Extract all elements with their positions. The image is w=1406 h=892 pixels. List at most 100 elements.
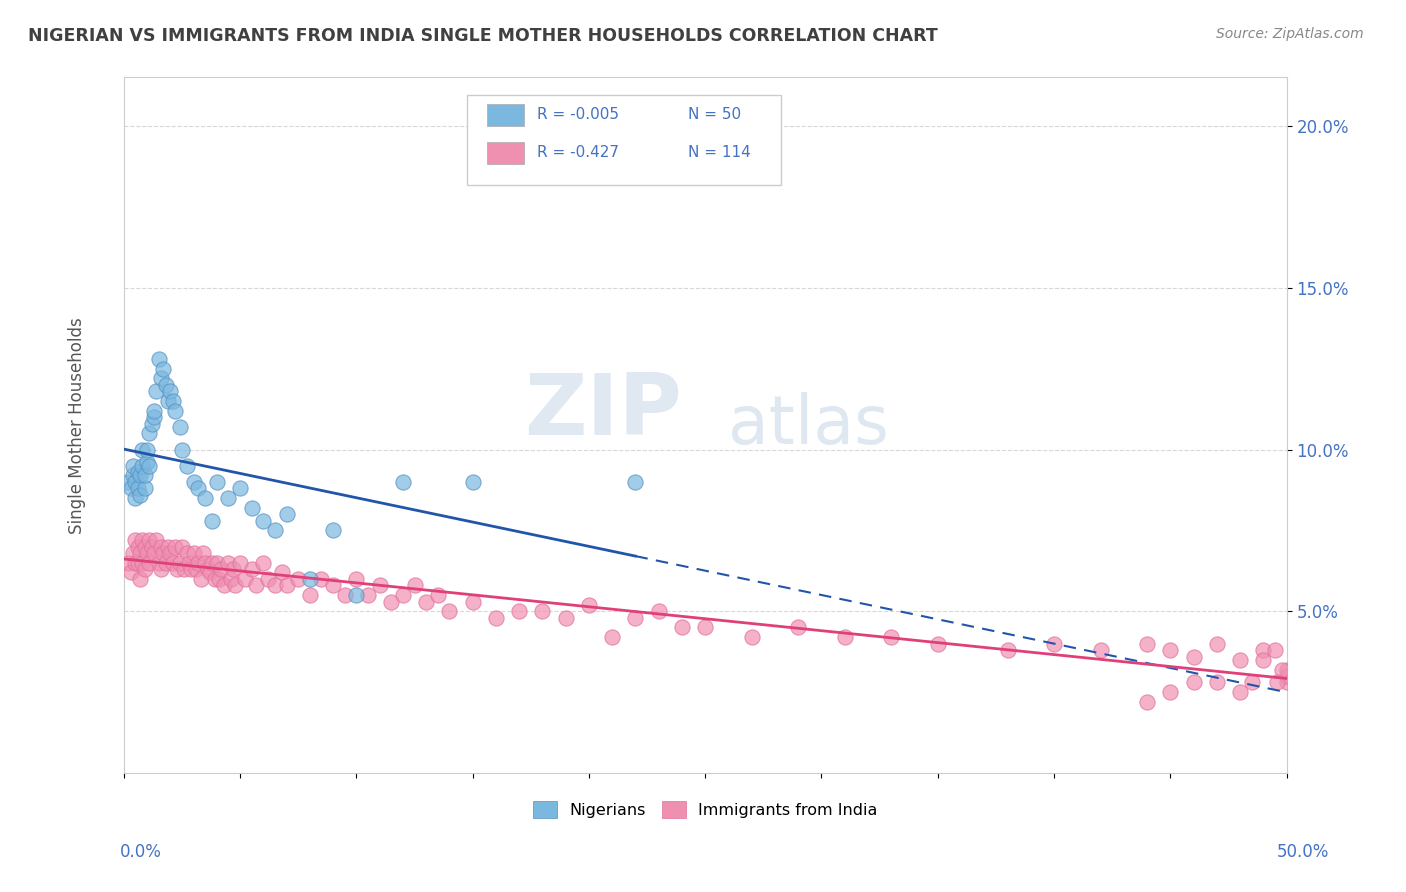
Point xyxy=(124,491,146,505)
Point xyxy=(208,572,231,586)
Point xyxy=(1043,637,1066,651)
Point xyxy=(1182,675,1205,690)
Point xyxy=(344,572,367,586)
Point xyxy=(180,562,202,576)
Point xyxy=(229,556,252,570)
Point xyxy=(1205,675,1227,690)
Point xyxy=(287,572,309,586)
Point xyxy=(176,458,198,473)
Point xyxy=(150,562,173,576)
Point xyxy=(127,556,149,570)
Point xyxy=(141,540,163,554)
Point xyxy=(322,524,344,538)
Point xyxy=(276,578,298,592)
Text: R = -0.427: R = -0.427 xyxy=(537,145,619,160)
Point xyxy=(159,546,181,560)
Point xyxy=(201,556,224,570)
Point xyxy=(131,442,153,457)
Point xyxy=(143,546,166,560)
Point xyxy=(322,578,344,592)
Point xyxy=(129,468,152,483)
Point xyxy=(201,514,224,528)
FancyBboxPatch shape xyxy=(486,103,524,126)
Point xyxy=(170,540,193,554)
Point xyxy=(183,475,205,489)
Point xyxy=(141,417,163,431)
Point xyxy=(224,578,246,592)
Point xyxy=(162,556,184,570)
Point xyxy=(131,533,153,548)
Point xyxy=(134,562,156,576)
FancyBboxPatch shape xyxy=(467,95,780,186)
Point xyxy=(1136,695,1159,709)
Text: 0.0%: 0.0% xyxy=(120,843,162,861)
Point xyxy=(368,578,391,592)
Point xyxy=(578,598,600,612)
Point xyxy=(276,508,298,522)
Point xyxy=(136,442,159,457)
Point xyxy=(143,403,166,417)
Point xyxy=(124,475,146,489)
Point xyxy=(138,458,160,473)
Point xyxy=(240,562,263,576)
Text: Source: ZipAtlas.com: Source: ZipAtlas.com xyxy=(1216,27,1364,41)
Point xyxy=(205,475,228,489)
Point xyxy=(129,546,152,560)
Point xyxy=(1264,643,1286,657)
Point xyxy=(298,572,321,586)
Point xyxy=(124,533,146,548)
Point xyxy=(127,481,149,495)
Point xyxy=(671,620,693,634)
Point xyxy=(150,371,173,385)
Point xyxy=(194,491,217,505)
Point xyxy=(508,604,530,618)
Point xyxy=(138,426,160,441)
Point xyxy=(150,540,173,554)
Point xyxy=(148,556,170,570)
Point xyxy=(169,556,191,570)
Point xyxy=(271,566,294,580)
Point xyxy=(187,481,209,495)
Legend: Nigerians, Immigrants from India: Nigerians, Immigrants from India xyxy=(526,795,884,824)
Point xyxy=(117,556,139,570)
Point xyxy=(145,533,167,548)
Point xyxy=(1275,675,1298,690)
Point xyxy=(252,556,274,570)
Point xyxy=(357,588,380,602)
Point xyxy=(1253,653,1275,667)
Point xyxy=(131,458,153,473)
Point xyxy=(156,540,179,554)
Point xyxy=(927,637,949,651)
Point xyxy=(1229,685,1251,699)
Point xyxy=(600,630,623,644)
Text: Single Mother Households: Single Mother Households xyxy=(69,317,86,533)
Point xyxy=(264,524,287,538)
Point xyxy=(166,562,188,576)
Point xyxy=(240,500,263,515)
Point xyxy=(190,572,212,586)
Point xyxy=(392,588,415,602)
Point xyxy=(311,572,333,586)
Point xyxy=(1265,675,1288,690)
Point xyxy=(163,540,186,554)
Point xyxy=(184,562,207,576)
Point xyxy=(531,604,554,618)
FancyBboxPatch shape xyxy=(486,142,524,164)
Point xyxy=(159,384,181,399)
Point xyxy=(741,630,763,644)
Point xyxy=(145,384,167,399)
Text: ZIP: ZIP xyxy=(524,370,682,453)
Point xyxy=(134,468,156,483)
Point xyxy=(122,546,145,560)
Point xyxy=(122,458,145,473)
Point xyxy=(218,491,240,505)
Text: atlas: atlas xyxy=(728,392,890,458)
Point xyxy=(219,572,242,586)
Point xyxy=(127,465,149,479)
Point xyxy=(143,410,166,425)
Point xyxy=(170,442,193,457)
Point xyxy=(695,620,717,634)
Point xyxy=(485,611,508,625)
Point xyxy=(120,566,142,580)
Point xyxy=(127,540,149,554)
